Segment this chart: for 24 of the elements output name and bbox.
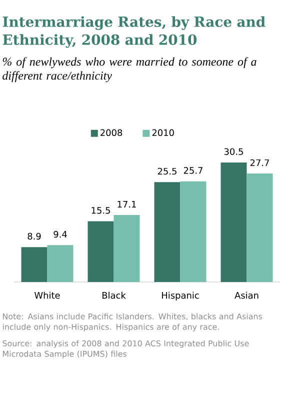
chart-subtitle: % of newlyweds who were married to someone of a different race/ethnicity	[2, 57, 256, 82]
x-tick-label: Hispanic	[162, 292, 199, 300]
x-tick-label: White	[34, 292, 60, 299]
legend-label: 2010	[152, 129, 174, 136]
data-label: 27.7	[250, 159, 269, 166]
legend-label: 2008	[100, 129, 122, 136]
data-label: 17.1	[118, 200, 136, 208]
data-label: 25.5	[158, 168, 176, 175]
x-tick-label: Black	[102, 292, 126, 299]
data-label: 25.7	[184, 167, 202, 174]
data-label: 30.5	[224, 148, 243, 156]
bar	[220, 162, 247, 282]
bar	[246, 174, 273, 282]
bar	[47, 245, 74, 282]
bar	[88, 221, 114, 282]
chart-title: Intermarriage Rates, by Race and Ethnicity, 2008 and 2010	[2, 16, 266, 48]
bar	[154, 182, 180, 282]
bar	[114, 215, 140, 282]
data-label: 15.5	[92, 207, 110, 214]
data-label: 8.9	[28, 232, 41, 240]
bar	[180, 181, 206, 282]
bar	[21, 247, 48, 282]
x-tick-label: Asian	[234, 292, 258, 299]
data-label: 9.4	[54, 230, 67, 238]
